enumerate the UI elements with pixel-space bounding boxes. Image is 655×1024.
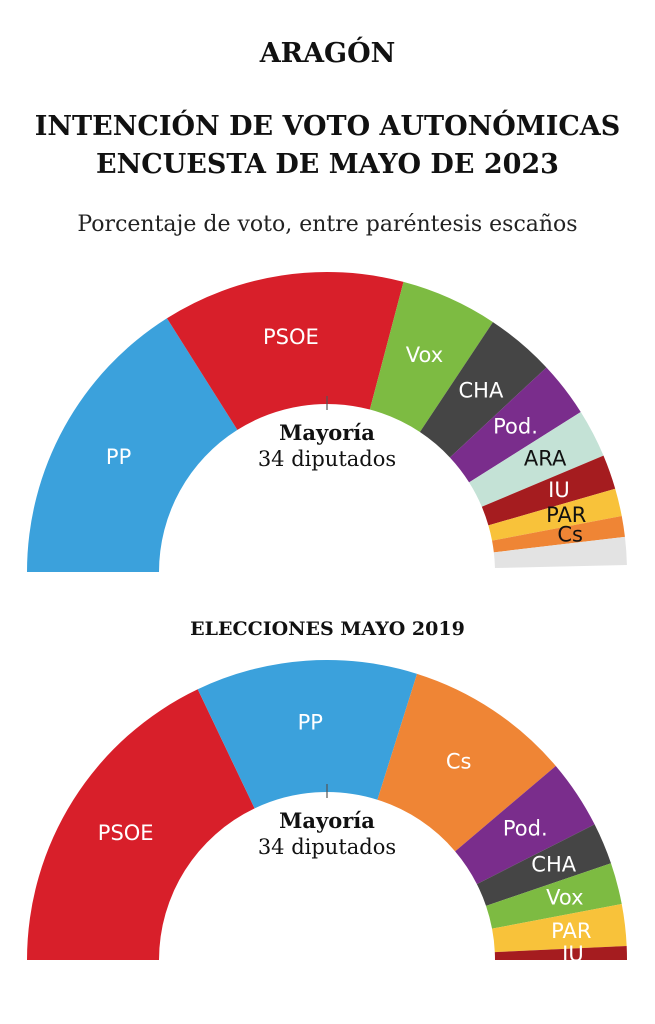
h2019-label-cha: CHA: [531, 853, 576, 877]
h2019-majority-title: Mayoría: [279, 808, 375, 833]
h2019-label-pp: PP: [298, 711, 323, 735]
h2019-slice-par: [492, 904, 627, 953]
h2019-slice-pp: [197, 660, 418, 809]
chart-title: INTENCIÓN DE VOTO AUTONÓMICAS ENCUESTA D…: [0, 108, 655, 184]
h2023-label-par: PAR: [546, 503, 586, 527]
h2019-slice-pod: [455, 765, 595, 885]
h2023-slice-cs: [492, 516, 625, 553]
h2023-label-psoe: PSOE: [263, 325, 319, 349]
h2019-label-par: PAR: [551, 919, 591, 943]
h2023-label-cha: CHA: [459, 378, 504, 402]
h2019-slice-cs: [377, 673, 556, 852]
chart-subtitle: Porcentaje de voto, entre paréntesis esc…: [77, 212, 578, 237]
chart-title-line1: INTENCIÓN DE VOTO AUTONÓMICAS: [34, 111, 621, 142]
h2023-slice-iu: [481, 455, 616, 526]
h2023-label-vox: Vox: [406, 343, 443, 367]
h2019-slice-vox: [486, 863, 622, 929]
h2019-label-cs: Cs: [446, 750, 472, 774]
h2019-slice-iu: [494, 945, 627, 960]
h2023-label-iu: IU: [548, 478, 570, 502]
h2023-slice-pp: [27, 318, 238, 572]
h2019-label-pod: Pod.: [503, 816, 548, 840]
h2023-slice-psoe: [166, 272, 404, 430]
h2019-slice-cha: [476, 824, 611, 906]
h2023-label-pod: Pod.: [493, 415, 538, 439]
section-title-2019: ELECCIONES MAYO 2019: [190, 618, 465, 640]
h2023-label-pp: PP: [106, 445, 131, 469]
h2023-majority-title: Mayoría: [279, 420, 375, 445]
h2019-majority-label: 34 diputados: [258, 835, 396, 859]
h2023-slice-vox: [369, 281, 493, 433]
h2023-slice-ara: [469, 411, 604, 507]
h2023-slice-cha: [419, 322, 547, 458]
h2019-label-iu: IU: [562, 942, 584, 966]
h2023-slice-pod: [449, 367, 581, 483]
h2023-label-ara: ARA: [524, 446, 567, 470]
h2019-label-psoe: PSOE: [98, 821, 154, 845]
h2023-slice-par: [488, 488, 622, 541]
h2023-slice-remainder: [493, 536, 627, 569]
h2023-majority-label: 34 diputados: [258, 447, 396, 471]
h2019-slice-psoe: [27, 689, 255, 960]
chart-title-line2: ENCUESTA DE MAYO DE 2023: [96, 149, 559, 180]
h2019-label-vox: Vox: [546, 885, 583, 909]
region-title: ARAGÓN: [259, 38, 396, 69]
